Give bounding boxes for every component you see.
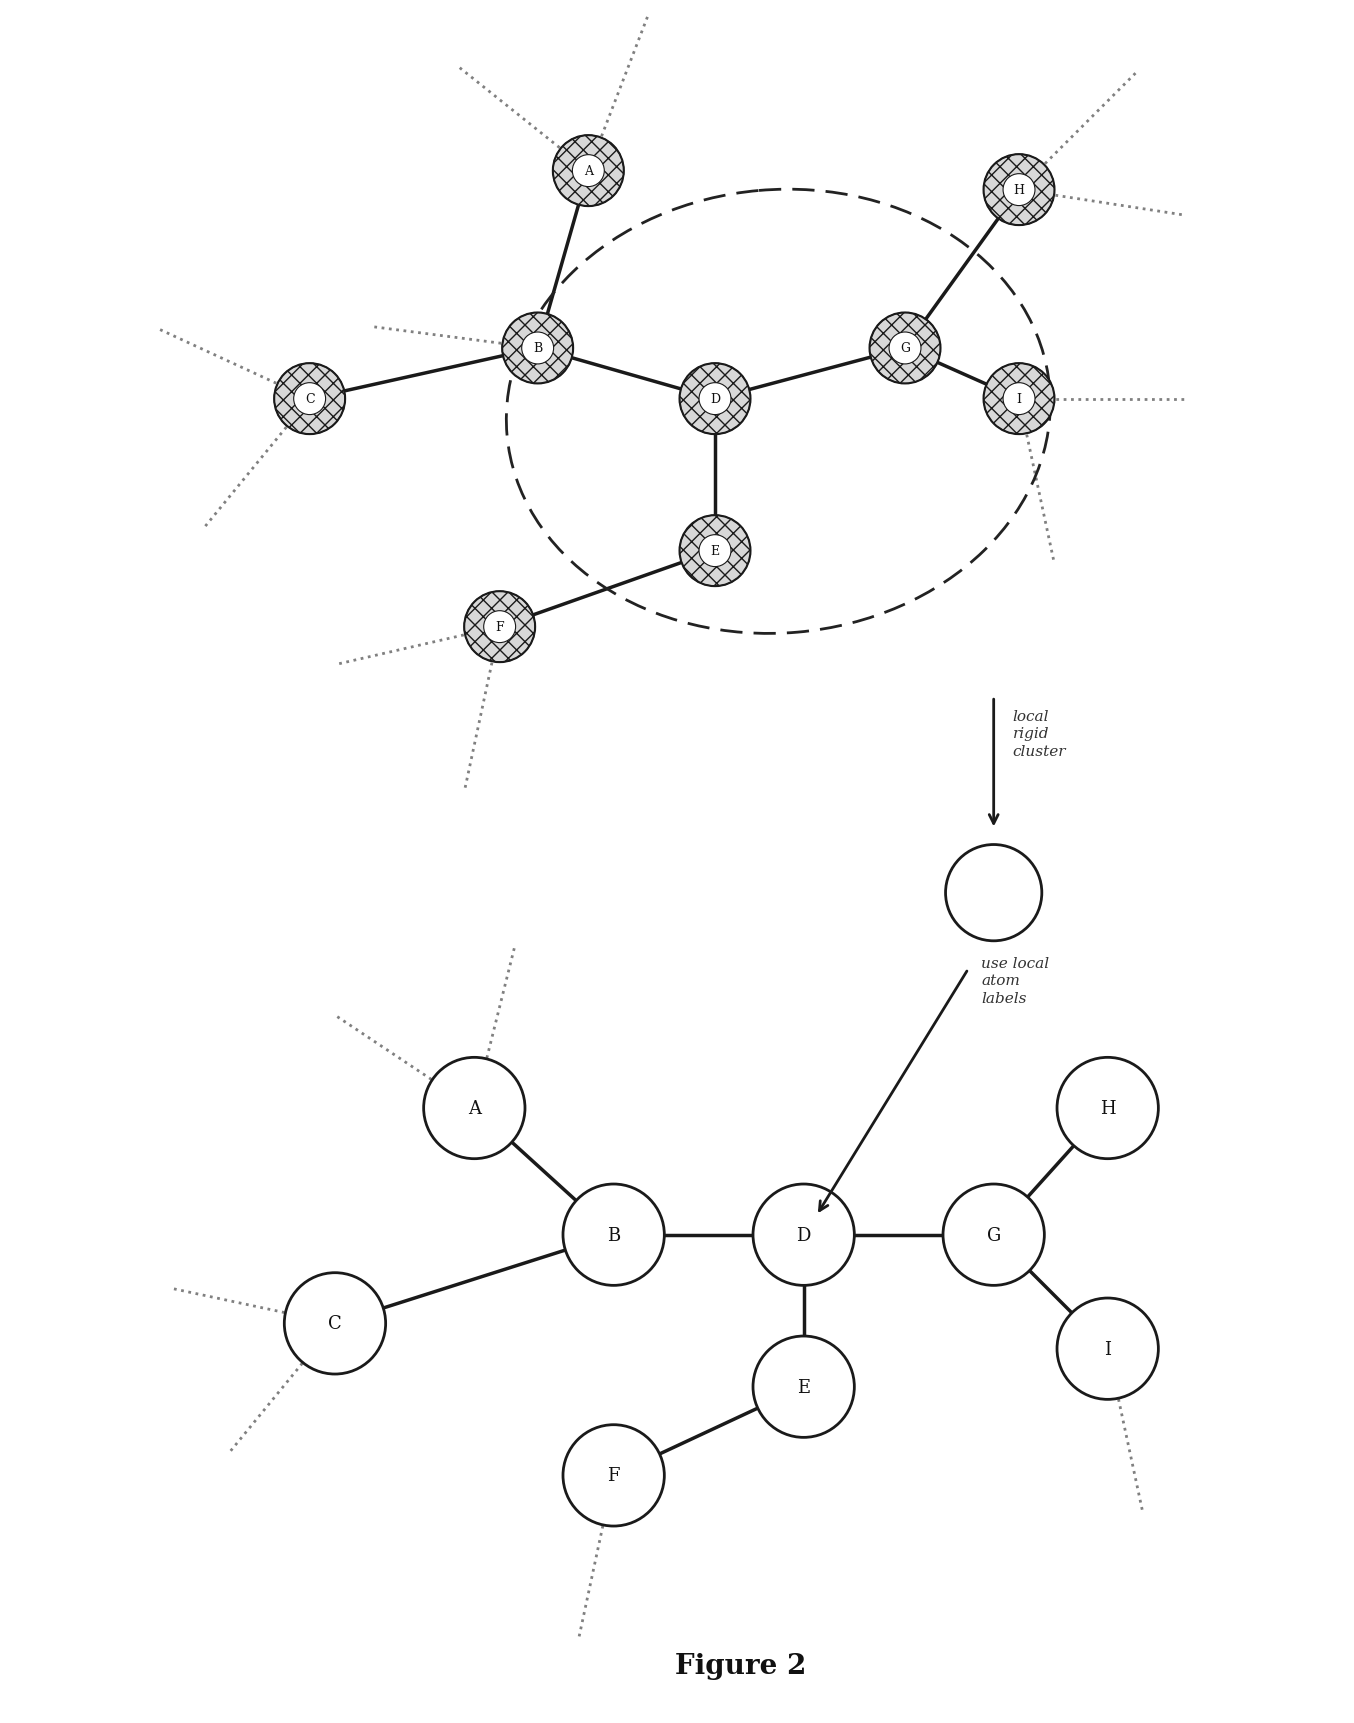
Circle shape — [573, 155, 604, 188]
Circle shape — [563, 1425, 665, 1527]
Text: A: A — [468, 1099, 481, 1118]
Circle shape — [552, 136, 624, 207]
Text: E: E — [711, 544, 719, 558]
Circle shape — [1057, 1297, 1159, 1399]
Circle shape — [753, 1337, 854, 1437]
Circle shape — [890, 333, 921, 365]
Circle shape — [1003, 384, 1034, 415]
Text: I: I — [1105, 1340, 1112, 1358]
Text: C: C — [305, 393, 314, 407]
Circle shape — [274, 364, 345, 434]
Circle shape — [680, 364, 750, 434]
Circle shape — [945, 844, 1041, 941]
Circle shape — [869, 314, 941, 384]
Text: B: B — [607, 1227, 620, 1244]
Circle shape — [753, 1184, 854, 1285]
Circle shape — [483, 612, 516, 643]
Circle shape — [284, 1273, 386, 1375]
Circle shape — [699, 536, 731, 567]
Text: C: C — [328, 1315, 341, 1332]
Text: D: D — [796, 1227, 811, 1244]
Text: Figure 2: Figure 2 — [674, 1652, 806, 1678]
Text: G: G — [987, 1227, 1001, 1244]
Circle shape — [1003, 174, 1034, 207]
Circle shape — [424, 1058, 525, 1160]
Circle shape — [563, 1184, 665, 1285]
Text: F: F — [496, 620, 504, 634]
Text: use local
atom
labels: use local atom labels — [982, 956, 1049, 1005]
Circle shape — [502, 314, 573, 384]
Text: E: E — [798, 1378, 810, 1396]
Text: F: F — [608, 1466, 620, 1485]
Circle shape — [983, 364, 1055, 434]
Circle shape — [464, 591, 535, 663]
Circle shape — [680, 515, 750, 588]
Text: H: H — [1014, 184, 1025, 196]
Text: G: G — [900, 343, 910, 355]
Circle shape — [942, 1184, 1044, 1285]
Circle shape — [294, 384, 325, 415]
Text: H: H — [1099, 1099, 1116, 1118]
Circle shape — [983, 155, 1055, 226]
Circle shape — [699, 384, 731, 415]
Text: B: B — [533, 343, 543, 355]
Circle shape — [1057, 1058, 1159, 1160]
Text: local
rigid
cluster: local rigid cluster — [1013, 710, 1066, 758]
Circle shape — [521, 333, 554, 365]
Text: D: D — [709, 393, 720, 407]
Text: I: I — [1017, 393, 1021, 407]
Text: A: A — [584, 165, 593, 177]
